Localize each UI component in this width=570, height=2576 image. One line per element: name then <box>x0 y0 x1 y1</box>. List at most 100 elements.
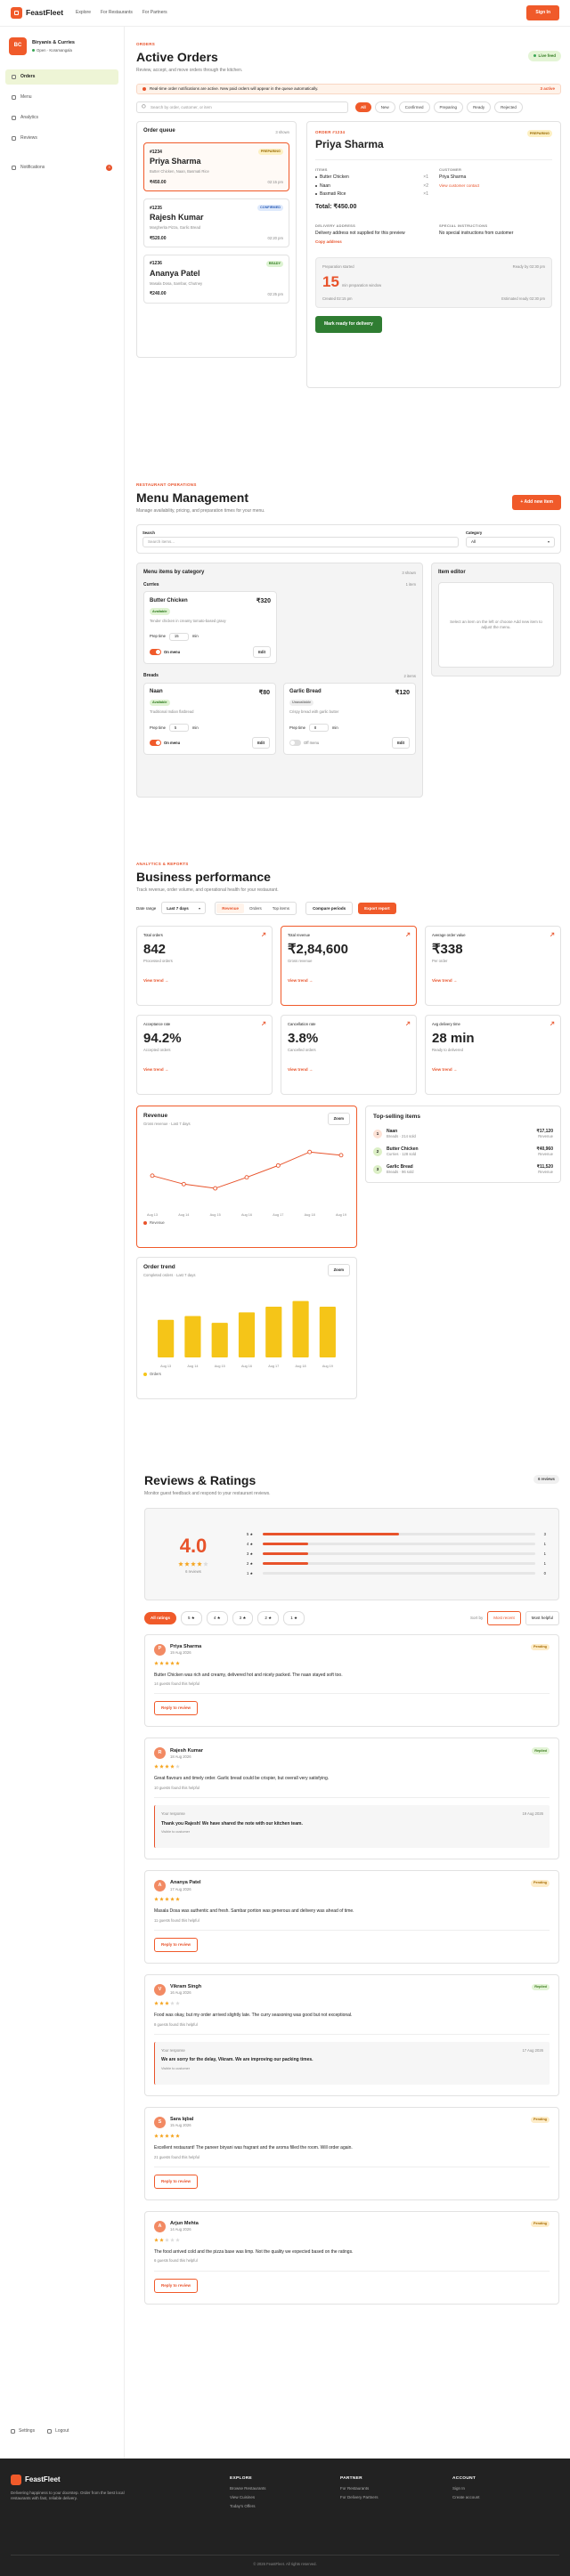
export-button[interactable]: Export report <box>358 902 396 915</box>
alert-count: 3 active <box>540 85 555 91</box>
sidebar-item[interactable]: Notifications 3 <box>5 160 118 175</box>
tab[interactable]: Revenue <box>216 903 245 914</box>
reply-button[interactable]: Reply to review <box>154 1701 199 1716</box>
filter-pill[interactable]: Preparing <box>433 101 464 114</box>
detail-name: Priya Sharma <box>315 138 384 151</box>
kpi-link[interactable]: View trend → <box>288 977 314 983</box>
toggle-switch[interactable] <box>289 740 301 747</box>
date-select[interactable]: Last 7 days <box>161 902 207 915</box>
filter-pill[interactable]: Ready <box>467 101 492 114</box>
compare-button[interactable]: Compare periods <box>305 901 354 916</box>
footer-brand: FeastFleet Delivering happiness to your d… <box>11 2475 135 2501</box>
prep-input[interactable]: 8 <box>308 724 329 733</box>
trend-icon <box>405 933 411 937</box>
order-card[interactable]: #1236 READY Ananya Patel Masala Dosa, Samba… <box>143 255 289 304</box>
sort-controls: Sort by Most recent Most helpful <box>470 1610 559 1625</box>
reply-button[interactable]: Reply to review <box>154 2174 199 2189</box>
star-shape <box>154 1897 159 1901</box>
filter-pill[interactable]: All <box>355 101 371 113</box>
footer-link[interactable]: For Restaurants <box>340 2486 370 2491</box>
kpi-value: 842 <box>143 941 167 957</box>
toggle-switch[interactable] <box>150 648 161 655</box>
sidebar-item[interactable]: Menu <box>5 90 118 105</box>
footer-link[interactable]: Browse Restaurants <box>230 2486 266 2491</box>
toggle-row: Off menu Edit <box>289 737 410 749</box>
footer-link[interactable]: For Delivery Partners <box>340 2495 379 2500</box>
filter-pill[interactable]: Rejected <box>494 101 523 114</box>
sidebar-item[interactable]: Orders <box>5 69 118 85</box>
contact-link[interactable]: View customer contact <box>439 182 480 188</box>
item-head: Garlic Bread ₹120 <box>289 689 410 697</box>
filter-pill[interactable]: Confirmed <box>398 101 430 114</box>
legend-swatch <box>143 1220 147 1225</box>
nav-link[interactable]: For Restaurants <box>101 10 133 16</box>
footer-link[interactable]: Create account <box>452 2495 480 2500</box>
prep-input[interactable]: 5 <box>168 724 189 733</box>
footer-link[interactable]: View Cuisines <box>230 2495 256 2500</box>
copy-link[interactable]: Copy address <box>315 239 342 245</box>
top-item-info: Butter Chicken Curries · 128 sold <box>387 1146 419 1157</box>
order-card[interactable]: #1234 PREPARING Priya Sharma Butter Chicken… <box>143 142 289 192</box>
rating-filter[interactable]: 4 ★ <box>206 1610 228 1625</box>
tab[interactable]: Top items <box>272 905 290 911</box>
rating-filter[interactable]: 1 ★ <box>283 1610 305 1625</box>
rating-filter[interactable]: 3 ★ <box>232 1610 254 1625</box>
eyebrow: RESTAURANT OPERATIONS <box>136 482 197 487</box>
reply-button[interactable]: Reply to review <box>154 2278 199 2293</box>
zoom-button[interactable]: Zoom <box>327 1264 350 1276</box>
search-input[interactable]: Search items... <box>142 536 459 547</box>
kpi-link[interactable]: View trend → <box>432 977 458 983</box>
distribution-bar <box>263 1543 308 1545</box>
footer-link[interactable]: Sign In <box>452 2486 466 2491</box>
prep-head: Preparation started Ready by 02:30 pm <box>322 264 545 269</box>
edit-button[interactable]: Edit <box>252 737 270 749</box>
order-foot: ₹520.00 02:20 pm <box>150 236 283 242</box>
rating-filter[interactable]: 2 ★ <box>257 1610 280 1625</box>
nav-link[interactable]: Explore <box>76 10 91 16</box>
top-items-title: Top-selling items <box>373 1114 420 1121</box>
star <box>159 2238 164 2242</box>
star <box>175 2134 180 2138</box>
footer-link[interactable]: Today's Offers <box>230 2503 256 2508</box>
sort-option[interactable]: Most recent <box>487 1610 521 1625</box>
distribution-row: 1 ★ 0 <box>247 1568 546 1578</box>
edit-button[interactable]: Edit <box>392 737 410 749</box>
reviewer-avatar: A <box>154 2220 166 2232</box>
prep-input[interactable]: 15 <box>168 632 189 641</box>
tab[interactable]: Orders <box>249 905 262 911</box>
zoom-button[interactable]: Zoom <box>327 1113 350 1125</box>
rating-filter[interactable]: 5 ★ <box>181 1610 202 1625</box>
sidebar-bottom-link[interactable]: Logout <box>47 2428 69 2434</box>
toggle-switch[interactable] <box>150 740 161 747</box>
sign-in-button[interactable]: Sign In <box>526 5 559 20</box>
category-select[interactable]: All <box>466 536 555 547</box>
kpi-link[interactable]: View trend → <box>432 1066 458 1072</box>
kpi-link[interactable]: View trend → <box>288 1066 314 1072</box>
list-title: Menu items by category <box>143 569 205 575</box>
add-item-button[interactable]: + Add new item <box>512 495 561 510</box>
edit-button[interactable]: Edit <box>253 645 271 659</box>
nav-link[interactable]: For Partners <box>142 10 167 16</box>
footer-column: EXPLORE Browse Restaurants View Cuisines To… <box>230 2476 266 2513</box>
mark-ready-button[interactable]: Mark ready for delivery <box>315 316 382 333</box>
x-tick-label: Aug 16 <box>241 1213 252 1217</box>
logo-icon <box>11 2475 21 2485</box>
kpi-link[interactable]: View trend → <box>143 977 169 983</box>
sidebar-bottom-link[interactable]: Settings <box>11 2428 35 2434</box>
sidebar-item[interactable]: Analytics <box>5 110 118 126</box>
reply-button[interactable]: Reply to review <box>154 1938 199 1953</box>
review-stars <box>154 2001 550 2005</box>
sidebar-item[interactable]: Reviews <box>5 131 118 146</box>
kpi-link[interactable]: View trend → <box>143 1066 169 1072</box>
order-card[interactable]: #1235 CONFIRMED Rajesh Kumar Margherita Piz… <box>143 198 289 248</box>
review-head: V Vikram Singh 16 Aug 2026 Replied <box>154 1984 550 1997</box>
review-text: Butter Chicken was rich and creamy, deli… <box>154 1672 343 1678</box>
x-tick-label: Aug 14 <box>187 1365 198 1368</box>
rating-filter[interactable]: All ratings <box>144 1611 177 1624</box>
response-label: Your response <box>161 1811 185 1817</box>
search-input[interactable]: Search by order, customer, or item <box>136 101 348 113</box>
detail-total: Total: ₹450.00 <box>315 203 357 210</box>
chart-card: Revenue Gross revenue · Last 7 days Zoom Au… <box>136 1106 357 1249</box>
sort-option[interactable]: Most helpful <box>525 1610 559 1625</box>
filter-pill[interactable]: New <box>374 101 395 114</box>
